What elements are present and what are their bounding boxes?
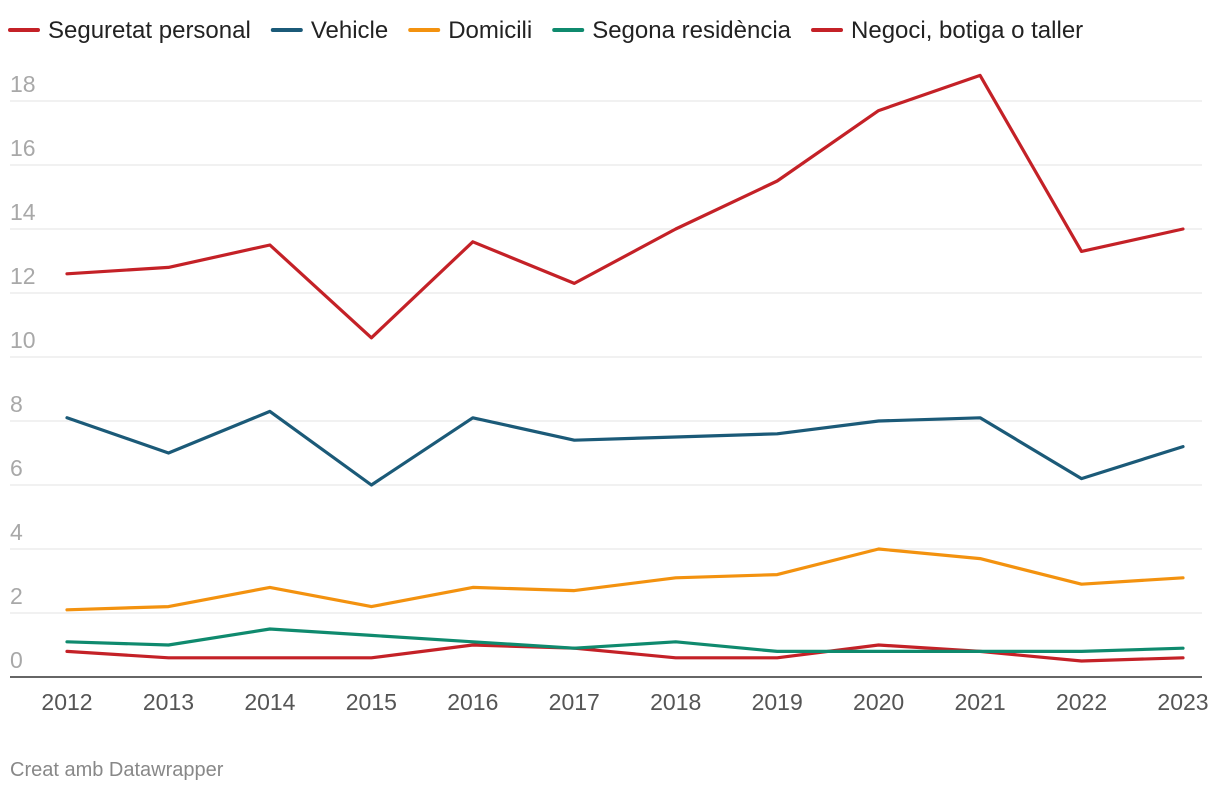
x-tick-label-2017: 2017 [549, 689, 600, 715]
x-tick-label-2013: 2013 [143, 689, 194, 715]
x-tick-label-2018: 2018 [650, 689, 701, 715]
x-tick-label-2012: 2012 [41, 689, 92, 715]
legend-label-negoci-botiga-o-taller: Negoci, botiga o taller [851, 17, 1083, 44]
series-lines [65, 73, 1185, 663]
series-line-vehicle [65, 409, 1185, 487]
datawrapper-credit: Creat amb Datawrapper [10, 759, 224, 781]
y-tick-label-2: 2 [10, 583, 23, 609]
legend-label-domicili: Domicili [448, 17, 532, 44]
legend-label-seguretat-personal: Seguretat personal [48, 17, 251, 44]
series-line-segona-residencia [65, 627, 1185, 653]
legend-label-vehicle: Vehicle [311, 17, 388, 44]
y-axis-ticks: 0 2 4 6 8 10 12 14 16 18 [10, 71, 36, 673]
y-gridlines [10, 100, 1202, 614]
y-tick-label-16: 16 [10, 135, 36, 161]
x-tick-label-2015: 2015 [346, 689, 397, 715]
series-line-seguretat-personal [65, 73, 1185, 340]
x-tick-label-2021: 2021 [955, 689, 1006, 715]
y-tick-label-18: 18 [10, 71, 36, 97]
y-tick-label-12: 12 [10, 263, 36, 289]
y-tick-label-10: 10 [10, 327, 36, 353]
x-tick-label-2014: 2014 [244, 689, 295, 715]
x-tick-label-2022: 2022 [1056, 689, 1107, 715]
x-axis-ticks: 2012 2013 2014 2015 2016 2017 2018 2019 2020 2021… [41, 689, 1208, 715]
x-tick-label-2016: 2016 [447, 689, 498, 715]
y-tick-label-6: 6 [10, 455, 23, 481]
legend-label-segona-residencia: Segona residència [592, 17, 791, 44]
y-tick-label-0: 0 [10, 647, 23, 673]
y-tick-label-14: 14 [10, 199, 36, 225]
x-tick-label-2023: 2023 [1157, 689, 1208, 715]
x-tick-label-2019: 2019 [752, 689, 803, 715]
chart-legend: Seguretat personal Vehicle Domicili Segona … [8, 17, 1083, 44]
series-line-domicili [65, 547, 1185, 612]
x-tick-label-2020: 2020 [853, 689, 904, 715]
y-tick-label-8: 8 [10, 391, 23, 417]
y-tick-label-4: 4 [10, 519, 23, 545]
